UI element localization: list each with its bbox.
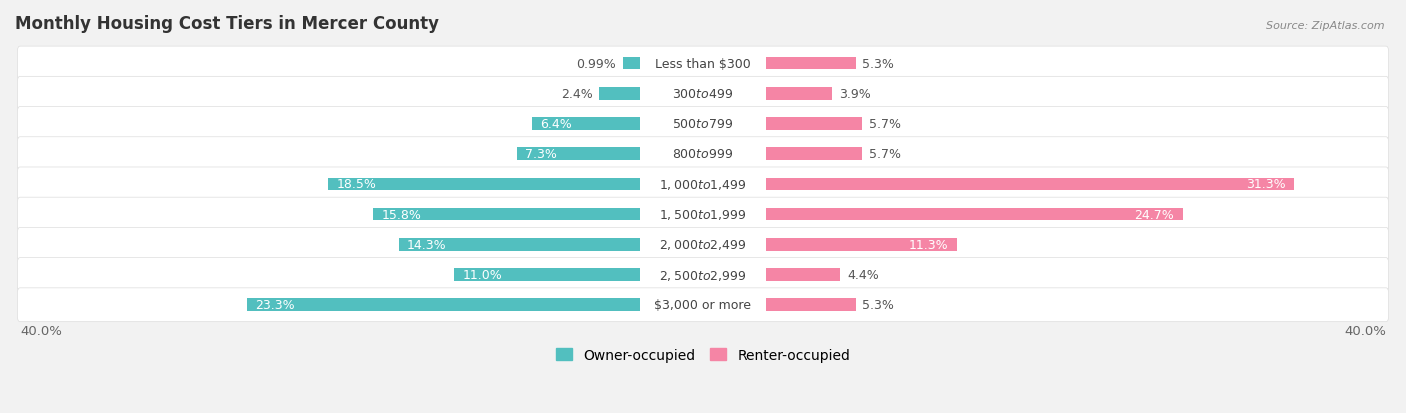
Text: $2,000 to $2,499: $2,000 to $2,499 <box>659 238 747 252</box>
FancyBboxPatch shape <box>17 168 1389 201</box>
Text: 5.7%: 5.7% <box>869 118 901 131</box>
Text: $800 to $999: $800 to $999 <box>672 148 734 161</box>
Text: 4.4%: 4.4% <box>848 268 879 281</box>
Text: Source: ZipAtlas.com: Source: ZipAtlas.com <box>1267 21 1385 31</box>
Bar <box>623 57 640 70</box>
FancyBboxPatch shape <box>17 228 1389 261</box>
Text: 18.5%: 18.5% <box>336 178 377 191</box>
Text: 11.0%: 11.0% <box>463 268 502 281</box>
Text: 0.99%: 0.99% <box>576 57 616 70</box>
FancyBboxPatch shape <box>17 198 1389 231</box>
Bar <box>374 208 640 221</box>
Text: 40.0%: 40.0% <box>20 325 62 337</box>
FancyBboxPatch shape <box>17 77 1389 111</box>
Bar <box>766 178 1294 191</box>
Text: 3.9%: 3.9% <box>839 88 870 100</box>
FancyBboxPatch shape <box>17 107 1389 141</box>
Bar <box>766 208 1182 221</box>
Bar <box>399 238 640 251</box>
Text: $1,500 to $1,999: $1,500 to $1,999 <box>659 208 747 222</box>
Text: 15.8%: 15.8% <box>382 208 422 221</box>
FancyBboxPatch shape <box>17 138 1389 171</box>
Text: 23.3%: 23.3% <box>256 299 295 311</box>
FancyBboxPatch shape <box>17 288 1389 322</box>
Text: 6.4%: 6.4% <box>540 118 572 131</box>
Bar <box>766 118 862 131</box>
Text: Monthly Housing Cost Tiers in Mercer County: Monthly Housing Cost Tiers in Mercer Cou… <box>15 15 439 33</box>
Bar <box>766 268 841 281</box>
Bar <box>766 238 957 251</box>
Bar <box>766 299 856 311</box>
Text: 31.3%: 31.3% <box>1246 178 1285 191</box>
Bar <box>531 118 640 131</box>
Bar <box>766 57 856 70</box>
Text: $3,000 or more: $3,000 or more <box>655 299 751 311</box>
Text: 14.3%: 14.3% <box>408 238 447 251</box>
Legend: Owner-occupied, Renter-occupied: Owner-occupied, Renter-occupied <box>550 342 856 367</box>
Text: $500 to $799: $500 to $799 <box>672 118 734 131</box>
Text: Less than $300: Less than $300 <box>655 57 751 70</box>
Bar <box>766 88 832 100</box>
Text: 5.7%: 5.7% <box>869 148 901 161</box>
Text: 7.3%: 7.3% <box>524 148 557 161</box>
Bar <box>328 178 640 191</box>
Text: 5.3%: 5.3% <box>862 299 894 311</box>
Bar <box>454 268 640 281</box>
Text: $300 to $499: $300 to $499 <box>672 88 734 100</box>
Text: 24.7%: 24.7% <box>1135 208 1174 221</box>
FancyBboxPatch shape <box>17 47 1389 81</box>
Text: 2.4%: 2.4% <box>561 88 592 100</box>
Text: 5.3%: 5.3% <box>862 57 894 70</box>
Bar <box>599 88 640 100</box>
Text: 40.0%: 40.0% <box>1344 325 1386 337</box>
Bar <box>766 148 862 161</box>
Text: $1,000 to $1,499: $1,000 to $1,499 <box>659 178 747 192</box>
Bar <box>247 299 640 311</box>
Bar <box>516 148 640 161</box>
Text: $2,500 to $2,999: $2,500 to $2,999 <box>659 268 747 282</box>
FancyBboxPatch shape <box>17 258 1389 292</box>
Text: 11.3%: 11.3% <box>908 238 949 251</box>
